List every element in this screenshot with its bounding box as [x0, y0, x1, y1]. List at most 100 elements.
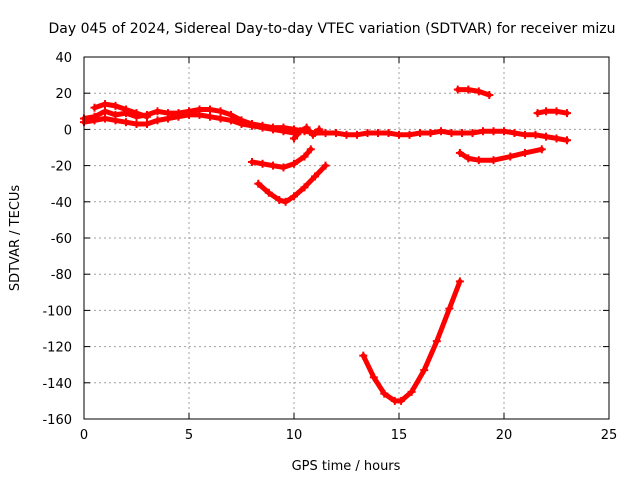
data-point	[479, 127, 487, 136]
data-point	[426, 129, 435, 138]
series-track-dip-150	[360, 278, 463, 404]
data-point	[542, 107, 550, 116]
series-track-dip-40	[255, 163, 328, 205]
y-tick-label: -60	[51, 232, 72, 247]
x-tick-label: 10	[286, 428, 303, 443]
data-point	[542, 132, 550, 141]
data-point	[296, 127, 305, 136]
series-track-18h-high	[455, 87, 492, 98]
data-point	[521, 148, 529, 157]
data-point	[468, 129, 477, 138]
data-point	[531, 130, 540, 139]
data-point	[321, 161, 330, 170]
data-point	[153, 107, 162, 116]
data-point	[363, 129, 372, 138]
data-point	[464, 154, 473, 163]
data-point	[143, 112, 151, 121]
data-point	[269, 161, 277, 170]
data-point	[533, 109, 542, 118]
data-point	[195, 110, 204, 119]
data-point	[216, 107, 225, 116]
data-point	[300, 183, 309, 192]
y-tick-label: -140	[42, 377, 72, 392]
data-point	[437, 127, 445, 136]
data-point	[453, 85, 462, 94]
data-point	[290, 192, 298, 201]
data-point	[308, 130, 317, 139]
x-tick-label: 0	[80, 428, 88, 443]
data-point	[206, 112, 214, 121]
y-tick-label: -120	[42, 341, 72, 356]
data-point	[279, 127, 288, 136]
data-point	[420, 366, 429, 375]
data-point	[464, 85, 473, 94]
data-point	[302, 123, 311, 132]
data-point	[311, 172, 319, 181]
data-point	[353, 130, 361, 139]
data-point	[237, 119, 246, 128]
data-point	[216, 114, 225, 123]
data-point	[290, 159, 298, 168]
data-point	[206, 105, 214, 114]
data-point	[101, 114, 109, 123]
y-tick-label: -80	[51, 268, 72, 283]
data-point	[455, 148, 464, 157]
data-point	[90, 116, 99, 125]
data-point	[342, 130, 351, 139]
y-tick-label: -160	[42, 413, 72, 428]
data-point	[485, 91, 494, 100]
data-point	[248, 121, 256, 130]
data-point	[275, 195, 284, 204]
data-point	[132, 109, 141, 118]
data-point	[407, 387, 416, 396]
data-point	[101, 107, 109, 116]
data-point	[474, 156, 483, 165]
data-point	[321, 129, 330, 138]
data-point	[369, 373, 378, 382]
data-point	[281, 197, 290, 206]
data-point	[258, 159, 267, 168]
data-point	[384, 129, 393, 138]
data-point	[506, 152, 515, 161]
chart-title: Day 045 of 2024, Sidereal Day-to-day VTE…	[49, 21, 616, 37]
data-point	[474, 87, 483, 96]
data-point	[227, 116, 235, 125]
y-tick-label: -20	[51, 160, 72, 175]
data-point	[269, 125, 277, 134]
data-point	[122, 105, 130, 114]
data-point	[248, 157, 256, 166]
axes	[83, 56, 610, 420]
data-point	[552, 134, 561, 143]
data-point	[174, 112, 183, 121]
data-point	[395, 130, 403, 139]
data-point	[300, 152, 309, 161]
data-point	[90, 103, 99, 112]
grid	[84, 57, 609, 419]
x-tick-label: 25	[601, 428, 618, 443]
x-axis-label: GPS time / hours	[292, 459, 401, 474]
y-tick-label: -40	[51, 196, 72, 211]
data-point	[432, 337, 441, 346]
data-point	[445, 304, 454, 313]
data-point	[279, 163, 288, 172]
y-tick-label: 40	[55, 51, 72, 66]
data-point	[563, 109, 571, 118]
x-tick-label: 5	[185, 428, 193, 443]
series-track-22h-high	[535, 108, 570, 116]
x-tick-label: 20	[496, 428, 513, 443]
data-point	[380, 389, 389, 398]
data-point	[111, 101, 120, 110]
data-point	[416, 129, 424, 138]
data-point	[258, 123, 267, 132]
y-tick-labels: 40 20 0 -20 -40 -60 -80 -100 -120 -140 -160	[42, 51, 72, 428]
data-point	[111, 116, 120, 125]
data-point	[101, 100, 109, 109]
data-point	[500, 127, 508, 136]
data-point	[455, 277, 464, 286]
data-point	[521, 130, 529, 139]
data-point	[397, 396, 406, 405]
data-point	[359, 351, 368, 360]
data-point	[458, 129, 466, 138]
data-point	[489, 127, 498, 136]
data-point	[143, 119, 151, 128]
